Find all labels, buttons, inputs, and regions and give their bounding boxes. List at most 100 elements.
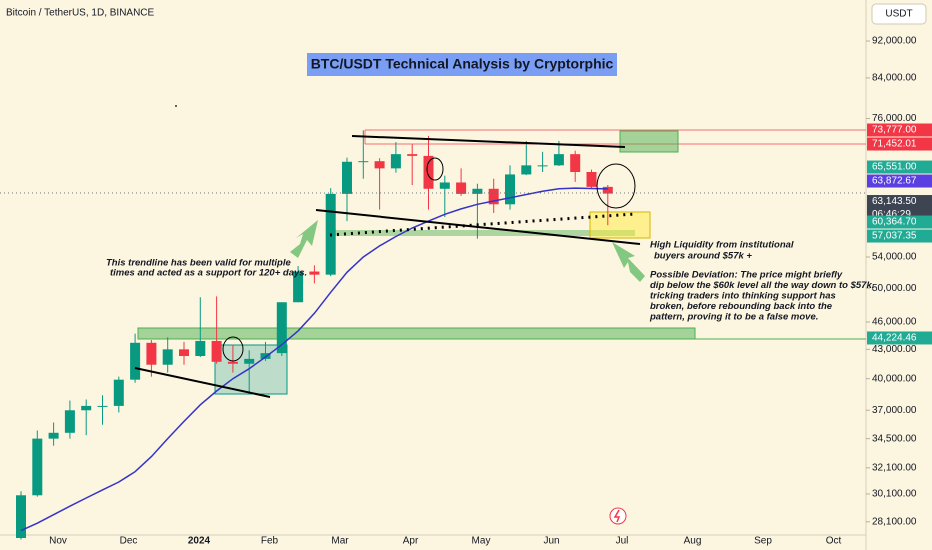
- price-tag-label: 57,037.35: [872, 231, 917, 242]
- candle-body: [293, 271, 304, 303]
- x-tick-label: May: [472, 536, 491, 547]
- y-tick-label: 43,000.00: [872, 344, 917, 355]
- candle-body: [521, 165, 532, 175]
- candle-body: [81, 405, 92, 411]
- candle-body: [16, 495, 26, 538]
- candle-body: [309, 271, 320, 275]
- y-tick-label: 30,100.00: [872, 489, 917, 500]
- candle-body: [456, 182, 467, 194]
- annotation: Possible Deviation: The price might brie…: [650, 270, 843, 281]
- target-box: [619, 130, 679, 153]
- candle-body: [553, 154, 564, 166]
- x-tick-label: Nov: [49, 536, 67, 547]
- y-tick-label: 46,000.00: [872, 317, 917, 328]
- currency-button-label[interactable]: USDT: [885, 9, 912, 20]
- y-tick-label: 34,500.00: [872, 433, 917, 444]
- candle-body: [423, 155, 434, 189]
- y-tick-label: 84,000.00: [872, 73, 917, 84]
- annotation: times and acted as a support for 120+ da…: [110, 268, 307, 279]
- candle-body: [162, 349, 173, 365]
- candle-body: [358, 161, 369, 163]
- y-tick-label: 37,000.00: [872, 405, 917, 416]
- consolidation-box: [214, 344, 288, 395]
- candle-body: [570, 154, 581, 172]
- y-tick-label: 76,000.00: [872, 113, 917, 124]
- x-tick-label: 2024: [188, 536, 211, 547]
- price-tag-label: 73,777.00: [872, 125, 917, 136]
- annotation: pattern, proving it to be a false move.: [649, 312, 818, 323]
- liquidity-band: [330, 230, 635, 236]
- price-tag-label: 44,224.46: [872, 333, 917, 344]
- x-tick-label: Apr: [403, 536, 419, 547]
- circle-mark: [426, 157, 444, 181]
- candle-body: [260, 353, 271, 359]
- x-tick-label: Dec: [120, 536, 138, 547]
- candle-body: [227, 361, 238, 364]
- currency-button[interactable]: [871, 3, 927, 25]
- moving-average: [20, 187, 608, 532]
- price-tag-label: 60,364.70: [872, 217, 917, 228]
- x-tick-label: Sep: [754, 536, 772, 547]
- circle-mark: [596, 163, 636, 209]
- candle-body: [537, 165, 548, 167]
- y-tick-label: 40,000.00: [872, 373, 917, 384]
- chart-title: BTC/USDT Technical Analysis by Cryptorph…: [311, 56, 614, 72]
- trendline: [134, 367, 271, 398]
- annotation: dip below the $60k level all the way dow…: [650, 280, 874, 291]
- price-tag: [867, 331, 932, 345]
- candle-body: [32, 438, 43, 496]
- candle-body: [586, 171, 597, 187]
- deviation-box: [589, 211, 651, 239]
- x-tick-label: Jun: [543, 536, 559, 547]
- candle-body: [48, 432, 59, 439]
- symbol-header: Bitcoin / TetherUS, 1D, BINANCE: [6, 8, 155, 19]
- y-tick-label: 32,100.00: [872, 462, 917, 473]
- y-tick-label: 28,100.00: [872, 516, 917, 527]
- price-tag-label: 71,452.01: [872, 139, 917, 150]
- candle-body: [505, 174, 515, 205]
- arrow: [290, 220, 318, 258]
- candle-body: [602, 186, 613, 194]
- drawings-front: [0, 135, 866, 525]
- candle-body: [97, 405, 108, 407]
- x-tick-label: Aug: [684, 536, 702, 547]
- y-tick-label: 50,000.00: [872, 283, 917, 294]
- event-icon-bolt: [613, 509, 621, 523]
- price-tag-label: 65,551.00: [872, 162, 917, 173]
- x-tick-label: Jul: [616, 536, 629, 547]
- y-tick-label: 92,000.00: [872, 36, 917, 47]
- candle-body: [195, 340, 206, 357]
- price-tag-label: 63,872.67: [872, 176, 917, 187]
- candle-body: [146, 342, 157, 365]
- price-axis-bg: [866, 0, 932, 550]
- dot: [175, 105, 177, 107]
- arrow: [612, 242, 645, 282]
- annotation: This trendline has been valid for multip…: [106, 258, 291, 269]
- candle-body: [472, 188, 483, 194]
- price-tag: [867, 160, 932, 174]
- candle-body: [130, 342, 141, 380]
- candle-body: [244, 358, 255, 364]
- price-tag: [867, 174, 932, 188]
- dotted-trendline: [329, 212, 636, 237]
- candle-body: [179, 349, 189, 357]
- annotation: tricking traders into thinking support h…: [650, 291, 836, 302]
- price-tag: [867, 137, 932, 151]
- price-tag: [867, 215, 932, 229]
- candle-body: [276, 302, 287, 354]
- y-tick-label: 54,000.00: [872, 252, 917, 263]
- circle-mark: [222, 336, 244, 362]
- support-zone: [137, 327, 696, 340]
- candle-body: [113, 379, 124, 406]
- drawings: [137, 129, 866, 395]
- annotation: High Liquidity from institutional: [650, 240, 794, 251]
- x-tick-label: Oct: [826, 536, 842, 547]
- price-tag-label: 63,143.50: [872, 196, 917, 207]
- price-tag-countdown: 06:46:29: [872, 209, 911, 220]
- event-icon[interactable]: [609, 507, 627, 525]
- annotation: broken, before rebounding back into the: [650, 301, 833, 312]
- trendline: [315, 209, 641, 245]
- candle-body: [488, 188, 499, 205]
